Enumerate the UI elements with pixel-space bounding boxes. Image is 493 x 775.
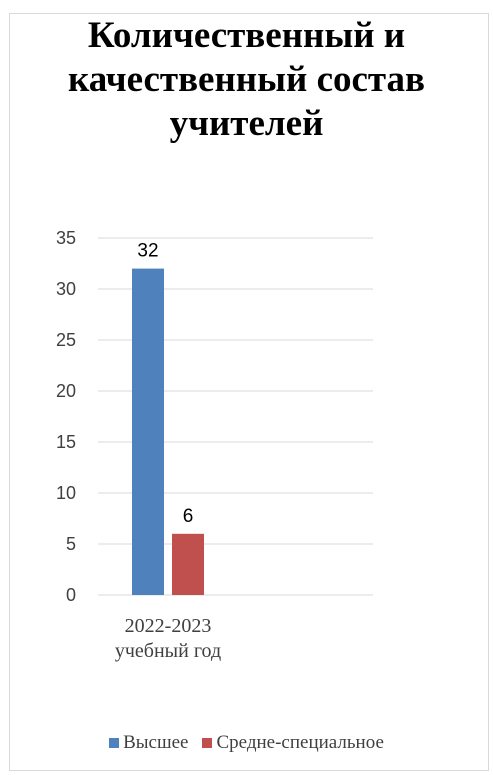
y-tick-label: 5 <box>66 534 76 554</box>
legend-item-sredne-specialnoe: Средне-специальное <box>202 732 384 754</box>
y-tick-label: 0 <box>66 585 76 605</box>
chart-title-line-2: качественный состав <box>67 59 426 100</box>
y-tick-label: 10 <box>56 483 76 503</box>
legend-swatch-vysshee <box>109 738 120 748</box>
data-labels: 32 6 <box>137 241 193 527</box>
y-tick-label: 15 <box>56 432 76 452</box>
chart-title: Количественный и качественный состав учи… <box>0 14 493 146</box>
legend-label-sredne-specialnoe: Средне-специальное <box>216 732 384 753</box>
y-tick-label: 25 <box>56 330 76 350</box>
y-tick-label: 20 <box>56 381 76 401</box>
bar-sredne-specialnoe <box>172 533 204 595</box>
y-tick-label: 35 <box>56 228 76 248</box>
bars <box>132 268 204 595</box>
chart-area <box>9 13 489 771</box>
chart-title-line-1: Количественный и <box>87 15 406 56</box>
y-tick-label: 30 <box>56 279 76 299</box>
legend: Высшее Средне-специальное <box>0 732 493 754</box>
legend-label-vysshee: Высшее <box>123 732 189 753</box>
x-category-label: учебный год <box>115 640 221 662</box>
legend-swatch-sredne-specialnoe <box>202 738 213 748</box>
data-label: 6 <box>183 506 194 527</box>
x-axis-labels: 2022-2023 учебный год <box>115 615 221 662</box>
chart-title-line-3: учителей <box>169 103 324 144</box>
legend-item-vysshee: Высшее <box>109 732 188 754</box>
bar-vysshee <box>132 268 164 595</box>
data-label: 32 <box>137 241 158 262</box>
x-category-label: 2022-2023 <box>125 615 212 637</box>
y-axis-ticks: 0 5 10 15 20 25 30 35 <box>56 228 76 605</box>
